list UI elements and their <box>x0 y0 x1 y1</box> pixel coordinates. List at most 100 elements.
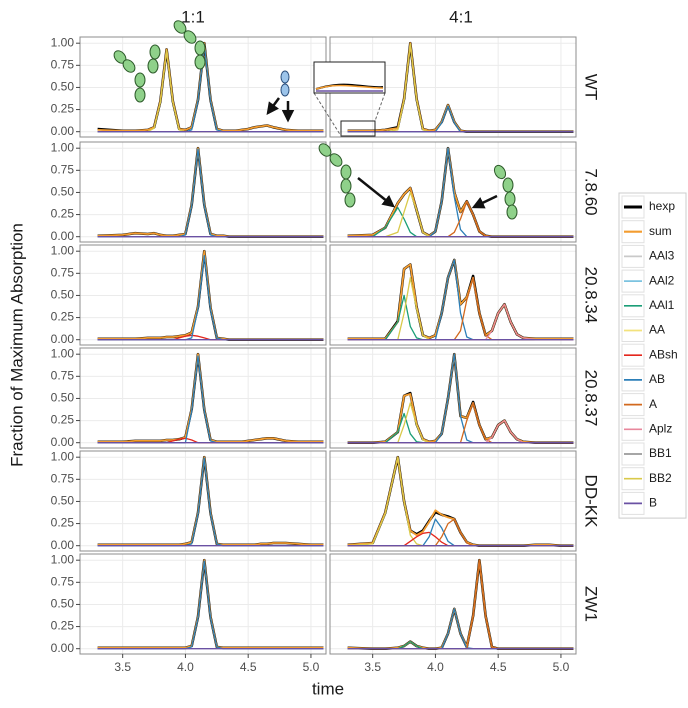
y-tick-label: 0.50 <box>51 80 75 94</box>
arrow <box>357 177 395 208</box>
row-strip-label: 7.8.60 <box>582 168 601 215</box>
y-tick-label: 1.00 <box>51 449 75 463</box>
y-tick-label: 0.00 <box>51 332 75 346</box>
y-tick-label: 0.75 <box>51 162 75 176</box>
x-tick-label: 4.0 <box>427 660 444 674</box>
legend-label: ABsh <box>649 347 678 361</box>
y-tick-label: 1.00 <box>51 35 75 49</box>
legend-label: AAl2 <box>649 273 675 287</box>
series-group <box>347 146 574 238</box>
y-tick-label: 0.00 <box>51 124 75 138</box>
y-tick-label: 0.50 <box>51 494 75 508</box>
legend-label: BB1 <box>649 446 672 460</box>
y-tick-label: 0.75 <box>51 57 75 71</box>
x-tick-label: 4.5 <box>240 660 257 674</box>
x-tick-label: 4.0 <box>177 660 194 674</box>
arrow <box>471 194 498 209</box>
series-group <box>347 258 574 341</box>
y-tick-label: 1.00 <box>51 552 75 566</box>
series-group <box>347 558 574 650</box>
x-tick-label: 3.5 <box>364 660 381 674</box>
column-strip-label: 4:1 <box>449 7 473 26</box>
series-group <box>347 41 574 133</box>
x-tick-label: 3.5 <box>114 660 131 674</box>
panel: 0.00 0.25 0.50 0.75 1.00 <box>51 449 327 552</box>
panel <box>329 244 577 346</box>
legend-label: AB <box>649 372 665 386</box>
y-tick-label: 0.25 <box>51 310 75 324</box>
y-tick-label: 0.50 <box>51 288 75 302</box>
y-tick-label: 0.00 <box>51 538 75 552</box>
y-tick-label: 0.75 <box>51 471 75 485</box>
arrow <box>266 97 281 116</box>
panel: 3.5 4.0 4.5 5.0 <box>329 553 577 674</box>
panels: 0.00 0.25 0.50 0.75 1.00 WT 0.00 0.25 0.50 0.75 1.… <box>51 7 601 674</box>
x-tick-label: 5.0 <box>553 660 570 674</box>
y-tick-label: 0.25 <box>51 102 75 116</box>
y-tick-label: 0.50 <box>51 391 75 405</box>
series-group <box>97 455 324 547</box>
series-group <box>97 249 324 341</box>
legend-label: B <box>649 496 657 510</box>
panel <box>329 450 577 552</box>
series-group <box>97 558 324 650</box>
series-group <box>347 352 574 444</box>
y-tick-label: 0.00 <box>51 641 75 655</box>
legend-label: AAl3 <box>649 249 675 263</box>
series-group <box>97 146 324 238</box>
panel <box>329 141 577 243</box>
panel-border <box>329 141 577 243</box>
y-tick-label: 0.25 <box>51 207 75 221</box>
legend-label: BB2 <box>649 471 672 485</box>
x-tick-label: 4.5 <box>490 660 507 674</box>
y-tick-label: 0.25 <box>51 413 75 427</box>
y-tick-label: 0.50 <box>51 185 75 199</box>
panel <box>329 347 577 449</box>
legend-label: sum <box>649 224 672 238</box>
chain-icon <box>280 70 290 97</box>
panel: 0.00 0.25 0.50 0.75 1.00 3.5 4.0 4.5 5.0 <box>51 552 327 674</box>
row-strip-label: 20.8.34 <box>582 267 601 324</box>
y-tick-label: 0.75 <box>51 574 75 588</box>
y-tick-label: 0.00 <box>51 229 75 243</box>
legend-label: AA <box>649 323 665 337</box>
row-strip-label: 20.8.37 <box>582 370 601 427</box>
series-line <box>97 353 324 443</box>
legend: hexp sum AAl3 AAl2 AAl1 AA ABsh AB A Aplz BB1 BB2 B <box>618 192 687 519</box>
x-axis-title: time <box>312 679 344 698</box>
legend-label: A <box>649 397 657 411</box>
y-axis-title: Fraction of Maximum Absorption <box>7 223 26 467</box>
panel-border <box>329 450 577 552</box>
series-group <box>97 41 324 133</box>
legend-label: hexp <box>649 199 675 213</box>
legend-label: Aplz <box>649 421 672 435</box>
zoom-inset <box>313 61 386 137</box>
column-strip-label: 1:1 <box>181 7 205 26</box>
series-group <box>347 455 574 547</box>
row-strip-label: WT <box>582 74 601 100</box>
panel: 0.00 0.25 0.50 0.75 1.00 <box>51 140 327 243</box>
row-strip-label: ZW1 <box>582 586 601 622</box>
legend-label: AAl1 <box>649 298 675 312</box>
panel: 0.00 0.25 0.50 0.75 1.00 <box>51 243 327 346</box>
arrows <box>266 97 498 209</box>
y-tick-label: 0.75 <box>51 368 75 382</box>
y-tick-label: 0.25 <box>51 619 75 633</box>
y-tick-label: 1.00 <box>51 346 75 360</box>
panel-border <box>329 244 577 346</box>
y-tick-label: 0.00 <box>51 435 75 449</box>
panel: 0.00 0.25 0.50 0.75 1.00 <box>51 346 327 449</box>
panel-border <box>329 553 577 655</box>
panel-border <box>329 347 577 449</box>
y-tick-label: 1.00 <box>51 243 75 257</box>
x-tick-label: 5.0 <box>303 660 320 674</box>
antibody-icon <box>113 20 518 220</box>
y-tick-label: 0.75 <box>51 265 75 279</box>
y-tick-label: 1.00 <box>51 140 75 154</box>
annotations <box>113 20 518 220</box>
row-strip-label: DD-KK <box>582 475 601 529</box>
y-tick-label: 0.50 <box>51 597 75 611</box>
series-group <box>97 352 324 444</box>
